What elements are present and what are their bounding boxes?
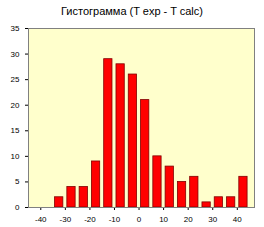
svg-text:-10: -10 [109, 215, 121, 224]
svg-text:0: 0 [15, 203, 20, 212]
svg-text:30: 30 [208, 215, 217, 224]
svg-text:40: 40 [233, 215, 242, 224]
svg-text:5: 5 [15, 177, 20, 186]
svg-text:20: 20 [184, 215, 193, 224]
svg-text:25: 25 [11, 75, 20, 84]
svg-text:35: 35 [11, 24, 20, 33]
svg-text:-40: -40 [35, 215, 47, 224]
svg-text:0: 0 [137, 215, 142, 224]
svg-text:20: 20 [11, 101, 20, 110]
svg-text:10: 10 [11, 152, 20, 161]
svg-text:15: 15 [11, 126, 20, 135]
svg-text:-20: -20 [84, 215, 96, 224]
svg-text:10: 10 [159, 215, 168, 224]
html-text:Гистограмма (T exp - T calc): Гистограмма (T exp - T calc) [61, 5, 203, 17]
svg-text:30: 30 [11, 50, 20, 59]
svg-text:-30: -30 [60, 215, 72, 224]
